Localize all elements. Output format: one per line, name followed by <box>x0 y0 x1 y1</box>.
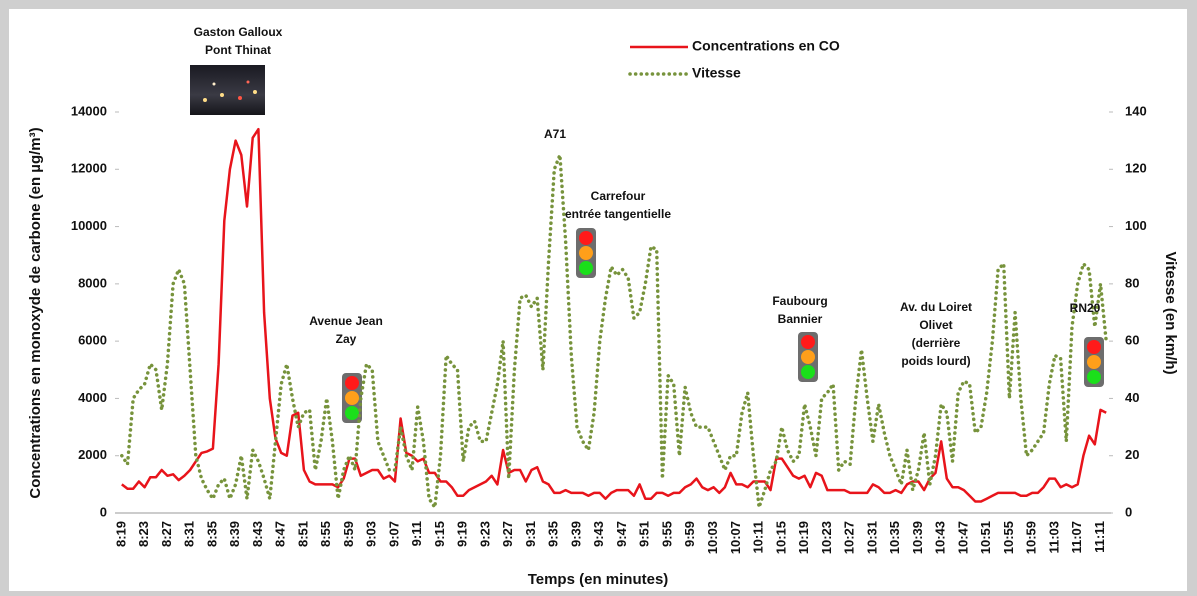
x-tick-label: 9:31 <box>523 521 538 547</box>
y-tick-label: 0 <box>100 504 107 519</box>
x-tick-label: 9:35 <box>546 521 561 547</box>
x-tick-label: 10:03 <box>705 521 720 554</box>
y2-tick-label: 120 <box>1125 161 1147 176</box>
y-axis-title: Concentrations en monoxyde de carbone (e… <box>27 127 44 498</box>
y-tick-label: 12000 <box>71 161 107 176</box>
annotation: poids lourd) <box>901 354 970 368</box>
annotation: Avenue Jean <box>309 314 383 328</box>
x-axis-title: Temps (en minutes) <box>528 571 669 588</box>
series-line <box>121 127 1107 503</box>
x-tick-label: 8:59 <box>341 521 356 547</box>
y-tick-label: 6000 <box>78 333 107 348</box>
x-tick-label: 8:47 <box>273 521 288 547</box>
x-tick-label: 9:55 <box>659 521 674 547</box>
annotation: Gaston Galloux <box>194 25 283 39</box>
y2-tick-label: 0 <box>1125 504 1132 519</box>
y2-tick-label: 140 <box>1125 103 1147 118</box>
photo <box>190 65 265 115</box>
x-tick-label: 11:11 <box>1092 521 1107 553</box>
x-tick-label: 8:35 <box>204 521 219 547</box>
x-tick-label: 11:07 <box>1069 521 1084 554</box>
x-tick-label: 10:19 <box>796 521 811 554</box>
annotation: A71 <box>544 127 566 141</box>
x-tick-label: 8:19 <box>113 521 128 547</box>
y2-tick-label: 100 <box>1125 218 1147 233</box>
traffic-light <box>798 332 818 382</box>
y2-tick-label: 20 <box>1125 447 1139 462</box>
annotation: Carrefour <box>591 189 646 203</box>
x-tick-label: 9:39 <box>568 521 583 547</box>
x-tick-label: 10:07 <box>728 521 743 554</box>
x-tick-label: 10:55 <box>1001 521 1016 554</box>
annotation: Bannier <box>778 312 823 326</box>
y-tick-label: 14000 <box>71 103 107 118</box>
traffic-light <box>576 228 596 278</box>
legend-label: Vitesse <box>692 65 741 81</box>
x-tick-label: 8:39 <box>227 521 242 547</box>
y-tick-label: 4000 <box>78 390 107 405</box>
annotation: (derrière <box>912 336 961 350</box>
x-tick-label: 10:59 <box>1024 521 1039 554</box>
x-tick-label: 8:23 <box>136 521 151 547</box>
annotation: Faubourg <box>772 294 827 308</box>
x-tick-label: 9:11 <box>409 521 424 546</box>
x-tick-label: 9:23 <box>477 521 492 547</box>
x-tick-label: 9:47 <box>614 521 629 547</box>
x-tick-label: 8:43 <box>250 521 265 547</box>
x-tick-label: 8:51 <box>295 521 310 547</box>
x-tick-label: 10:27 <box>842 521 857 554</box>
x-tick-label: 10:51 <box>978 521 993 554</box>
annotation: Zay <box>336 332 357 346</box>
annotation: Pont Thinat <box>205 43 271 57</box>
x-tick-label: 10:47 <box>955 521 970 554</box>
x-tick-label: 10:39 <box>910 521 925 554</box>
x-tick-label: 9:27 <box>500 521 515 547</box>
x-tick-label: 10:15 <box>773 521 788 554</box>
annotation: RN20 <box>1070 301 1101 315</box>
x-tick-label: 9:19 <box>455 521 470 547</box>
y-tick-label: 2000 <box>78 447 107 462</box>
x-tick-label: 10:23 <box>819 521 834 554</box>
annotation: entrée tangentielle <box>565 207 671 221</box>
x-tick-label: 9:51 <box>637 521 652 547</box>
series-line <box>120 153 1108 510</box>
panel <box>9 9 1187 591</box>
y-tick-label: 10000 <box>71 218 107 233</box>
x-tick-label: 10:31 <box>864 521 879 554</box>
y2-tick-label: 40 <box>1125 390 1139 405</box>
y2-axis-title: Vitesse (en km/h) <box>1162 251 1179 374</box>
x-tick-label: 9:59 <box>682 521 697 547</box>
x-tick-label: 9:07 <box>386 521 401 547</box>
x-tick-label: 9:43 <box>591 521 606 547</box>
x-tick-label: 8:27 <box>159 521 174 547</box>
x-tick-label: 10:11 <box>751 521 766 554</box>
annotation: Av. du Loiret <box>900 300 972 314</box>
y2-tick-label: 60 <box>1125 333 1139 348</box>
legend-label: Concentrations en CO <box>692 38 840 54</box>
x-tick-label: 11:03 <box>1046 521 1061 554</box>
x-tick-label: 8:31 <box>182 521 197 547</box>
x-tick-label: 10:43 <box>933 521 948 554</box>
x-tick-label: 10:35 <box>887 521 902 554</box>
x-tick-label: 8:55 <box>318 521 333 547</box>
x-tick-label: 9:15 <box>432 521 447 547</box>
y-tick-label: 8000 <box>78 275 107 290</box>
annotation: Olivet <box>919 318 952 332</box>
traffic-light <box>1084 337 1104 387</box>
x-tick-label: 9:03 <box>364 521 379 547</box>
y2-tick-label: 80 <box>1125 275 1139 290</box>
